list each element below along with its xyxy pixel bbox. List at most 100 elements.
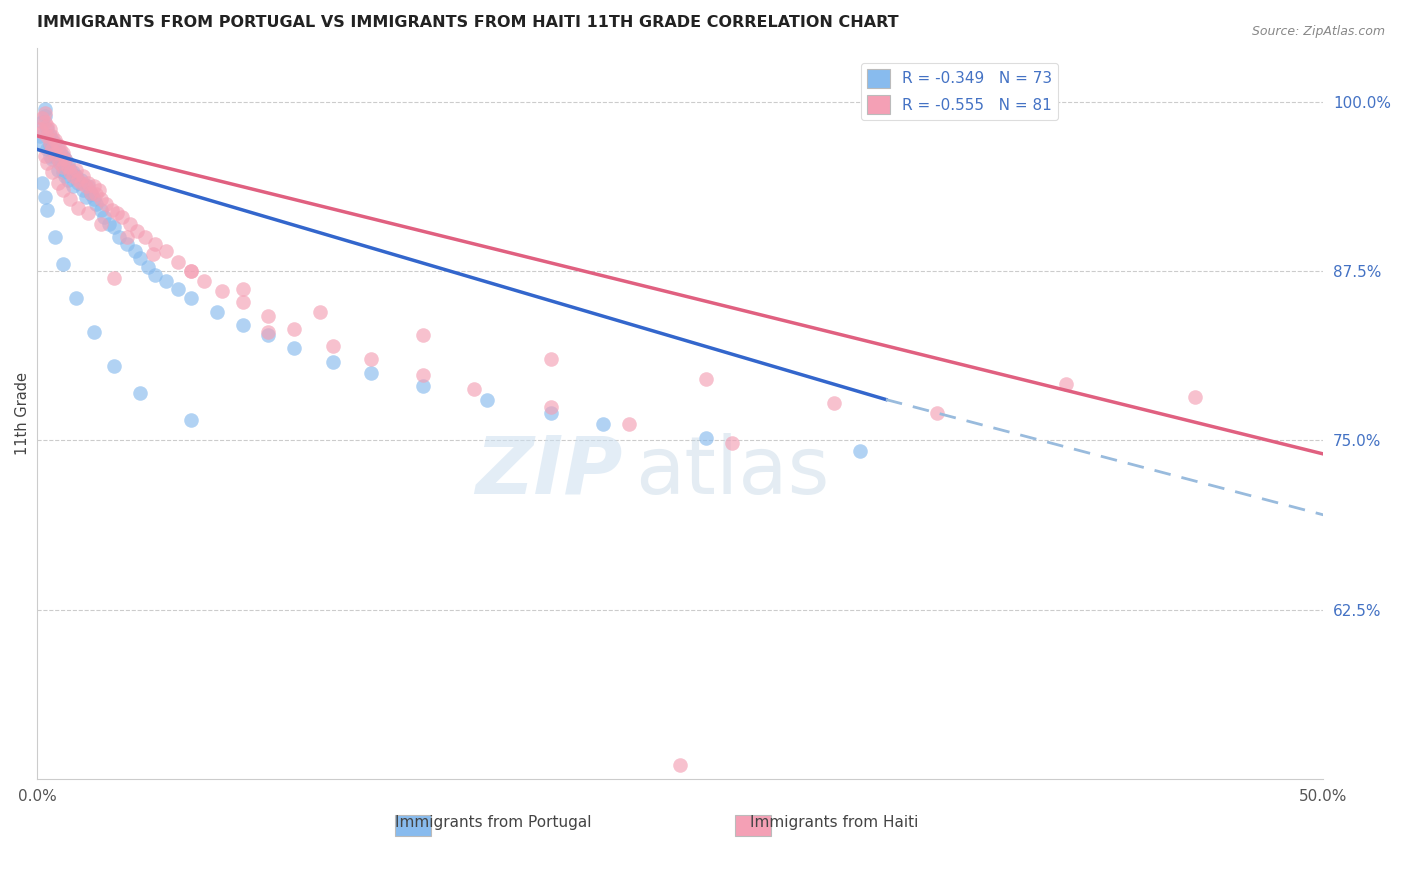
Point — [31, 125, 53, 139]
Point — [475, 392, 498, 407]
Point — [80, 186, 103, 200]
Point — [83, 178, 105, 193]
Point — [90, 193, 112, 207]
Point — [41, 165, 63, 179]
Point — [46, 142, 69, 156]
Text: Source: ZipAtlas.com: Source: ZipAtlas.com — [1251, 25, 1385, 38]
Point — [44, 146, 66, 161]
Point — [49, 156, 72, 170]
Point — [309, 305, 332, 319]
Point — [127, 223, 149, 237]
Point — [41, 142, 63, 156]
Point — [34, 102, 56, 116]
Point — [98, 217, 121, 231]
Point — [53, 152, 76, 166]
Point — [77, 176, 100, 190]
Point — [540, 406, 562, 420]
Point — [927, 406, 949, 420]
Point — [103, 219, 125, 234]
Point — [108, 230, 131, 244]
Point — [84, 196, 107, 211]
Point — [37, 156, 59, 170]
Point — [103, 271, 125, 285]
Point — [142, 246, 165, 260]
Point — [53, 152, 76, 166]
Point — [65, 291, 87, 305]
Point — [31, 136, 53, 150]
Point — [592, 417, 614, 432]
Point — [167, 282, 190, 296]
Point — [38, 136, 60, 150]
Point — [84, 187, 107, 202]
Legend: R = -0.349   N = 73, R = -0.555   N = 81: R = -0.349 N = 73, R = -0.555 N = 81 — [860, 62, 1059, 120]
Point — [52, 183, 75, 197]
Point — [31, 176, 53, 190]
Point — [62, 169, 84, 184]
Point — [67, 176, 90, 190]
Point — [617, 417, 640, 432]
Point — [695, 431, 717, 445]
Point — [80, 187, 103, 202]
Point — [75, 190, 97, 204]
Point — [136, 260, 159, 274]
Point — [69, 173, 91, 187]
Point — [115, 237, 138, 252]
Y-axis label: 11th Grade: 11th Grade — [15, 372, 30, 455]
Point — [257, 327, 280, 342]
Point — [67, 173, 90, 187]
Point — [103, 359, 125, 373]
Point — [46, 162, 69, 177]
Point — [87, 183, 110, 197]
Text: IMMIGRANTS FROM PORTUGAL VS IMMIGRANTS FROM HAITI 11TH GRADE CORRELATION CHART: IMMIGRANTS FROM PORTUGAL VS IMMIGRANTS F… — [37, 15, 898, 30]
Point — [155, 274, 177, 288]
Point — [52, 160, 75, 174]
Point — [37, 142, 59, 156]
Point — [360, 366, 382, 380]
Point — [65, 162, 87, 177]
Point — [193, 274, 215, 288]
Point — [52, 146, 75, 161]
Point — [41, 142, 63, 156]
Point — [211, 285, 233, 299]
Point — [83, 193, 105, 207]
Point — [56, 156, 79, 170]
Point — [128, 251, 150, 265]
Point — [46, 152, 69, 166]
Point — [232, 295, 254, 310]
Point — [540, 352, 562, 367]
FancyBboxPatch shape — [395, 815, 430, 836]
Point — [83, 325, 105, 339]
Point — [52, 165, 75, 179]
Point — [849, 444, 872, 458]
Point — [128, 386, 150, 401]
Point — [46, 138, 69, 153]
Point — [52, 257, 75, 271]
Text: Immigrants from Haiti: Immigrants from Haiti — [751, 815, 918, 830]
Point — [62, 178, 84, 193]
Point — [31, 112, 53, 126]
Point — [46, 152, 69, 166]
Point — [96, 196, 118, 211]
Point — [62, 165, 84, 179]
Point — [65, 169, 87, 184]
Point — [44, 149, 66, 163]
Point — [41, 133, 63, 147]
Point — [90, 203, 112, 218]
Point — [75, 178, 97, 193]
Point — [105, 206, 128, 220]
Point — [49, 156, 72, 170]
Point — [56, 173, 79, 187]
Point — [412, 379, 434, 393]
Text: atlas: atlas — [636, 433, 830, 511]
Point — [93, 210, 115, 224]
Point — [67, 201, 90, 215]
Point — [31, 115, 53, 129]
Point — [167, 254, 190, 268]
Point — [1054, 376, 1077, 391]
Point — [143, 268, 166, 283]
Point — [257, 325, 280, 339]
Point — [37, 120, 59, 134]
Point — [28, 128, 51, 143]
FancyBboxPatch shape — [735, 815, 772, 836]
Point — [34, 115, 56, 129]
